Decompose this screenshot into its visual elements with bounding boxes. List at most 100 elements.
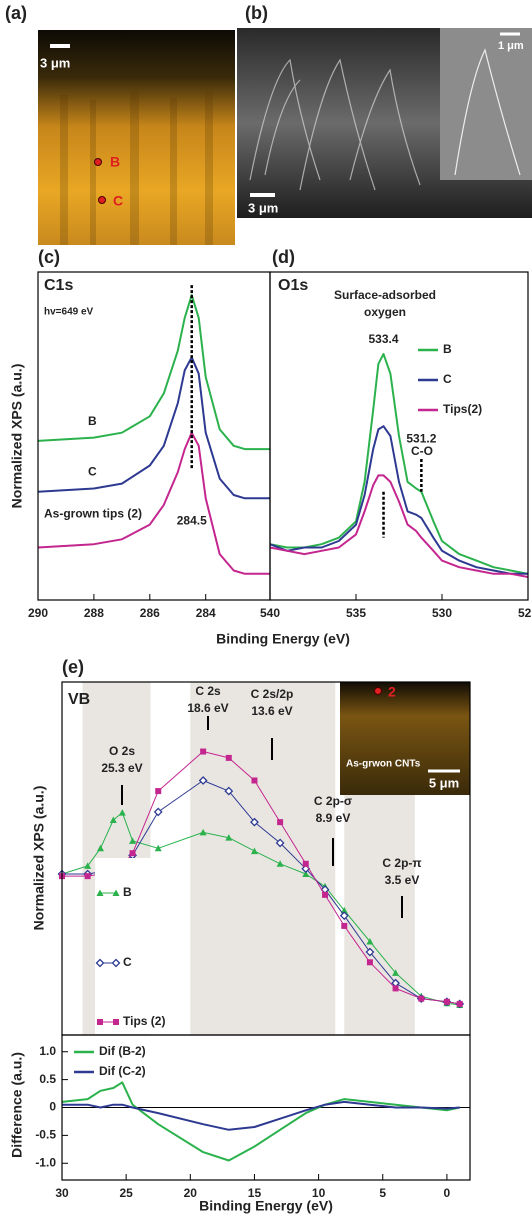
- legend-marker: [97, 1019, 103, 1025]
- peak-label: 533.4: [369, 332, 399, 346]
- x-tick-label: 535: [346, 606, 366, 620]
- data-point: [322, 891, 329, 898]
- data-point: [155, 788, 162, 795]
- data-point: [96, 844, 104, 852]
- series-line: [269, 425, 528, 575]
- inset-caption: As-grwon CNTs: [346, 759, 421, 770]
- inset-point-label: 2: [388, 684, 396, 700]
- legend-label: B: [123, 885, 132, 899]
- x-axis-label: Binding Energy (eV): [199, 1198, 333, 1214]
- data-point: [251, 777, 258, 784]
- data-point: [302, 870, 310, 878]
- panel-title: C1s: [44, 277, 73, 294]
- data-point: [118, 809, 126, 816]
- x-tick-label: 530: [432, 606, 452, 620]
- peak-energy: 8.9 eV: [316, 811, 351, 825]
- data-point: [443, 998, 450, 1005]
- panel-title: O1s: [278, 277, 308, 294]
- peak-label: 284.5: [177, 513, 207, 527]
- annotation: C-O: [411, 444, 433, 458]
- plot-frame: [269, 271, 529, 601]
- series-line: [37, 431, 270, 575]
- peak-name: C 2s: [195, 684, 221, 698]
- data-point: [84, 873, 91, 880]
- x-tick-label: 10: [312, 1186, 326, 1200]
- inset-scale-bar-label: 1 μm: [498, 40, 524, 52]
- data-point: [153, 807, 163, 817]
- x-tick-label: 20: [184, 1186, 198, 1200]
- data-point: [276, 860, 284, 867]
- panel-label: (a): [5, 3, 27, 23]
- inset-point: [374, 687, 382, 695]
- point-marker: [94, 158, 102, 166]
- data-point: [224, 786, 234, 796]
- scale-bar-label: 5 μm: [429, 775, 459, 790]
- peak-name: C 2p-σ: [314, 794, 352, 808]
- y-tick-label: 1.0: [39, 1044, 56, 1058]
- series-line: [269, 353, 529, 575]
- peak-energy: 25.3 eV: [101, 761, 142, 775]
- legend-marker: [112, 889, 120, 896]
- data-point: [129, 850, 136, 857]
- panel-title: VB: [68, 691, 90, 708]
- x-tick-label: 288: [84, 606, 104, 620]
- inset-image: [340, 682, 470, 795]
- series-label: C: [88, 465, 97, 479]
- x-tick-label: 290: [28, 606, 48, 620]
- legend-label: C: [443, 372, 452, 386]
- data-point: [392, 985, 399, 992]
- series-line: [61, 1081, 460, 1162]
- chart: 540 535 530 525 (d) O1s Surface-adsorbed oxygen…: [260, 247, 532, 620]
- panel-label: (b): [245, 3, 268, 23]
- y-axis-label: Normalized XPS (a.u.): [9, 364, 25, 509]
- legend-label: Dif (B-2): [99, 1044, 146, 1058]
- annotation: oxygen: [364, 305, 406, 319]
- x-tick-label: 286: [140, 606, 160, 620]
- legend-marker: [111, 958, 121, 968]
- peak-energy: 13.6 eV: [251, 704, 292, 718]
- chart: 2 As-grwon CNTs 5 μm (e) VB Normalized XPS (a…: [31, 657, 471, 1036]
- data-point: [418, 995, 425, 1002]
- data-point: [341, 922, 348, 929]
- series-line: [37, 294, 270, 451]
- data-point: [366, 937, 374, 945]
- peak-energy: 18.6 eV: [187, 701, 228, 715]
- y-axis-label: Difference (a.u.): [9, 1052, 25, 1158]
- shaded-region: [190, 682, 336, 1035]
- data-point: [250, 817, 259, 827]
- series-line: [62, 1100, 460, 1131]
- image-texture: [454, 48, 521, 176]
- legend-label: Dif (C-2): [99, 1064, 146, 1078]
- data-point: [365, 947, 375, 957]
- series-line: [269, 474, 529, 578]
- scale-bar-label: 3 μm: [40, 55, 70, 70]
- annotation: hv=649 eV: [44, 307, 94, 318]
- image-texture: [60, 90, 213, 245]
- annotation: Surface-adsorbed: [334, 288, 436, 302]
- data-point: [84, 862, 92, 869]
- data-point: [275, 838, 285, 848]
- point-marker: [98, 196, 106, 204]
- chart: 290 288 286 284 (c) C1s hv=649 eV Normalized XP…: [9, 247, 350, 647]
- panel-label: (e): [62, 657, 84, 677]
- data-point: [154, 844, 162, 852]
- x-tick-label: 25: [119, 1186, 133, 1200]
- legend-box: [95, 858, 187, 1034]
- y-tick-label: 0.5: [39, 1072, 56, 1086]
- data-point: [129, 837, 137, 844]
- data-point: [392, 969, 400, 976]
- data-point: [456, 1000, 463, 1007]
- data-point: [199, 828, 207, 836]
- peak-label: 531.2: [406, 431, 436, 445]
- y-tick-label: 0: [49, 1100, 56, 1114]
- plot-frame: [37, 271, 271, 601]
- scale-bar-label: 3 μm: [248, 200, 278, 215]
- point-label: B: [110, 154, 120, 170]
- data-point: [109, 816, 117, 824]
- data-point: [277, 819, 284, 826]
- data-point: [339, 911, 349, 921]
- x-tick-label: 15: [248, 1186, 262, 1200]
- series-line: [37, 356, 270, 500]
- data-point: [225, 834, 233, 841]
